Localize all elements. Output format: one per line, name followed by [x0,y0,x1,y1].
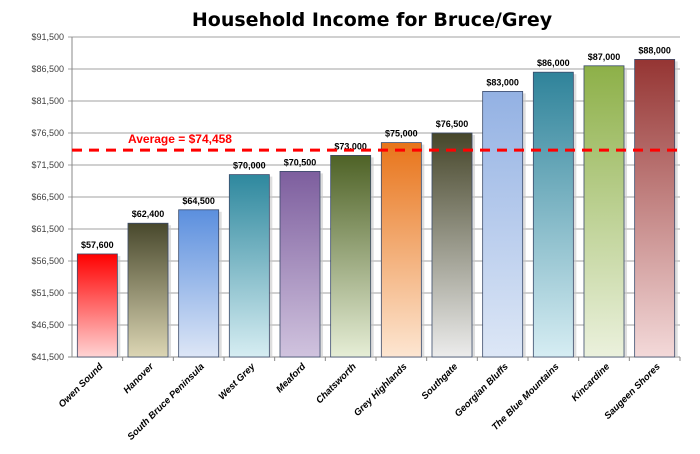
bar [380,142,422,358]
bar [431,132,473,358]
category-label: Kincardine [570,361,613,404]
y-tick-label: $86,500 [31,64,64,74]
data-label: $76,500 [436,119,469,129]
data-labels: $57,600 $62,400 $64,500 $70,000 $70,500 $73,0… [81,45,671,250]
y-tick-label: $91,500 [31,32,64,42]
data-label: $73,000 [334,141,367,151]
data-label: $86,000 [537,58,570,68]
y-axis-ticks: $41,500 $46,500 $51,500 $56,500 $61,500 $66,5… [31,32,64,362]
y-tick-label: $46,500 [31,320,64,330]
category-label: Saugeen Shores [602,361,662,421]
average-line-group: Average = $74,458 [72,132,680,152]
data-label: $70,500 [284,157,317,167]
data-label: $83,000 [486,77,519,87]
bar [634,59,676,358]
category-label: Georgian Bluffs [453,361,511,419]
y-tick-label: $51,500 [31,288,64,298]
data-label: $70,000 [233,161,266,171]
bar [583,65,625,358]
bar [76,253,118,358]
bars [76,59,678,358]
chart-title: Household Income for Bruce/Grey [192,9,553,31]
bar [228,174,270,358]
category-label: Owen Sound [57,361,106,410]
bar [279,170,321,358]
bar [532,71,574,358]
y-tick-label: $61,500 [31,224,64,234]
bar [330,154,372,358]
bar [178,209,220,358]
y-tick-label: $71,500 [31,160,64,170]
category-label: West Grey [217,361,258,402]
category-label: Grey Highlands [352,361,409,418]
category-label: Chatsworth [314,361,359,406]
data-label: $57,600 [81,240,114,250]
data-label: $87,000 [588,52,621,62]
data-label: $62,400 [132,209,165,219]
data-label: $64,500 [182,196,215,206]
bar [127,222,169,358]
average-label: Average = $74,458 [128,132,232,146]
category-label: Southgate [419,361,460,402]
y-tick-label: $66,500 [31,192,64,202]
y-tick-label: $41,500 [31,352,64,362]
category-label: Hanover [121,360,157,396]
data-label: $75,000 [385,129,418,139]
y-tick-label: $81,500 [31,96,64,106]
y-tick-label: $76,500 [31,128,64,138]
bar [482,91,524,358]
y-tick-label: $56,500 [31,256,64,266]
data-label: $88,000 [638,45,671,55]
category-label: Meaford [274,361,308,395]
